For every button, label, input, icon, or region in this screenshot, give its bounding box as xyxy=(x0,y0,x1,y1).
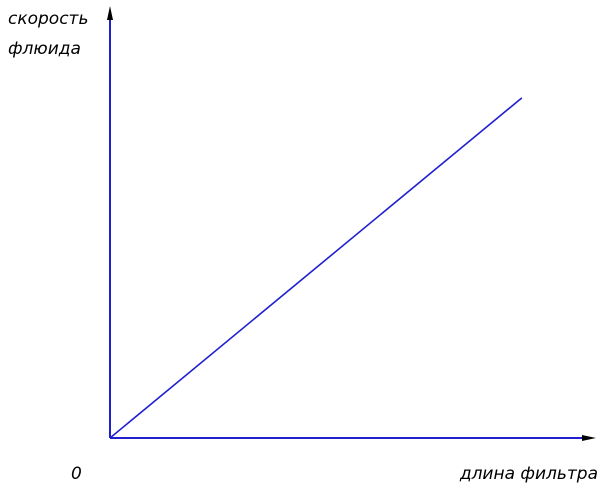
plot-area xyxy=(109,97,523,439)
y-axis-arrow xyxy=(107,6,113,20)
x-axis-arrow xyxy=(582,435,596,441)
x-axis-label: длина фильтра xyxy=(459,464,598,484)
axes xyxy=(107,6,596,441)
series-line-0 xyxy=(109,97,523,439)
origin-label: 0 xyxy=(71,464,82,484)
y-axis-label-line2: флюида xyxy=(8,39,81,59)
y-axis-label-line1: скорость xyxy=(8,9,88,29)
